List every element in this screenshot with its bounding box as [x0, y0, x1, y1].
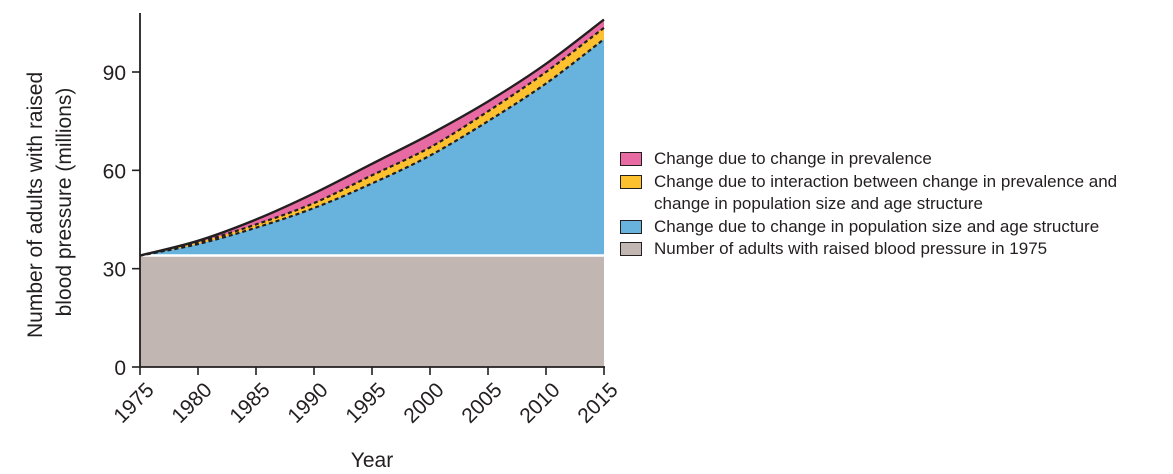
legend-swatch	[620, 174, 642, 189]
x-tick-label: 2015	[573, 378, 622, 427]
x-tick-label: 1985	[225, 378, 274, 427]
area-population-change	[140, 39, 604, 256]
x-tick-label: 2005	[457, 378, 506, 427]
legend: Change due to change in prevalence Change…	[620, 148, 1165, 261]
y-axis-label-line-2: blood pressure (millions)	[53, 88, 76, 317]
legend-item: Change due to change in prevalence	[620, 148, 1165, 171]
x-axis-label: Year	[351, 449, 393, 472]
y-tick-label: 0	[114, 357, 126, 380]
y-axis-label-line-1: Number of adults with raised	[24, 72, 47, 338]
area-baseline-1975	[140, 255, 604, 367]
legend-label: Change due to interaction between change…	[654, 171, 1118, 214]
legend-swatch	[620, 152, 642, 166]
x-tick-label: 1990	[283, 378, 332, 427]
y-tick-label: 60	[103, 160, 126, 183]
legend-label: Change due to change in population size …	[654, 216, 1100, 236]
y-tick-label: 30	[103, 259, 126, 282]
y-axis-label: Number of adults with raised blood press…	[24, 66, 76, 338]
area-layers	[140, 19, 604, 367]
x-tick-label: 2010	[515, 378, 564, 427]
x-tick-label: 1980	[167, 378, 216, 427]
total-boundary-line	[139, 18, 605, 257]
y-tick-label: 90	[103, 62, 126, 85]
legend-swatch	[620, 242, 642, 256]
population-boundary-dashed-line	[139, 38, 605, 257]
legend-swatch	[620, 219, 642, 234]
legend-label: Number of adults with raised blood press…	[654, 239, 1048, 258]
boundary-lines	[139, 18, 605, 257]
legend-label: Change due to change in prevalence	[654, 149, 932, 168]
x-tick-label: 1995	[341, 378, 390, 427]
legend-item: Change due to change in population size …	[620, 216, 1165, 239]
legend-item: Change due to interaction between change…	[620, 171, 1165, 216]
x-tick-label: 1975	[109, 378, 158, 427]
x-tick-label: 2000	[399, 378, 448, 427]
legend-item: Number of adults with raised blood press…	[620, 238, 1165, 261]
axes	[132, 13, 605, 375]
